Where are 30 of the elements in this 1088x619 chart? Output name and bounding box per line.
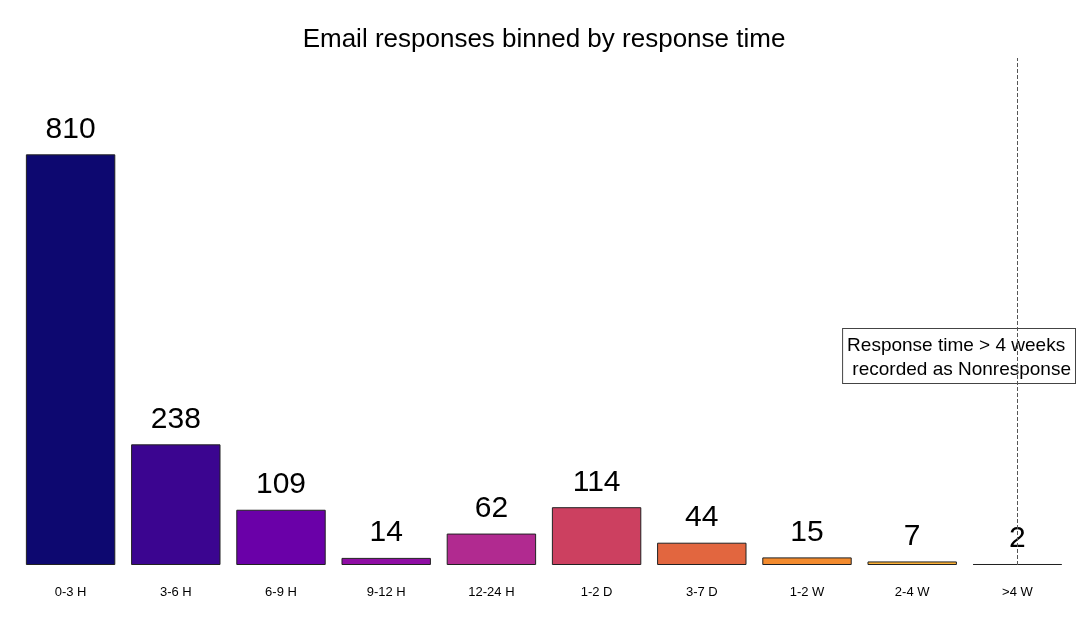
x-tick-label: 2-4 W <box>894 584 931 599</box>
bar <box>341 557 431 565</box>
x-tick-label: 1-2 D <box>580 584 613 599</box>
x-tick-label: 12-24 H <box>468 584 515 599</box>
data-label: 14 <box>369 514 403 548</box>
bar <box>25 154 116 565</box>
data-label: 7 <box>903 517 921 551</box>
bar <box>236 509 326 565</box>
data-label: 62 <box>474 490 509 524</box>
data-label: 114 <box>572 463 621 497</box>
data-label: 15 <box>790 513 824 547</box>
data-label: 109 <box>255 466 307 500</box>
bar <box>446 533 537 565</box>
data-label: 44 <box>685 499 719 533</box>
x-tick-label: 3-6 H <box>159 584 192 599</box>
annotation: Response time > 4 weeks recorded as Nonresponse <box>847 333 1072 379</box>
bar <box>657 542 747 565</box>
bar <box>131 444 221 565</box>
bar <box>762 557 852 565</box>
x-tick-label: 0-3 H <box>54 584 87 599</box>
data-label: 238 <box>150 400 201 434</box>
x-tick-label: 6-9 H <box>265 584 297 599</box>
x-tick-label: >4 W <box>1002 584 1034 599</box>
x-tick-label: 1-2 W <box>789 584 826 599</box>
chart-title: Email responses binned by response time <box>302 23 786 53</box>
bar <box>867 561 957 565</box>
x-tick-label: 3-7 D <box>685 584 718 599</box>
bar <box>551 507 642 565</box>
x-tick-label: 9-12 H <box>366 584 406 599</box>
data-label: 810 <box>45 110 96 144</box>
